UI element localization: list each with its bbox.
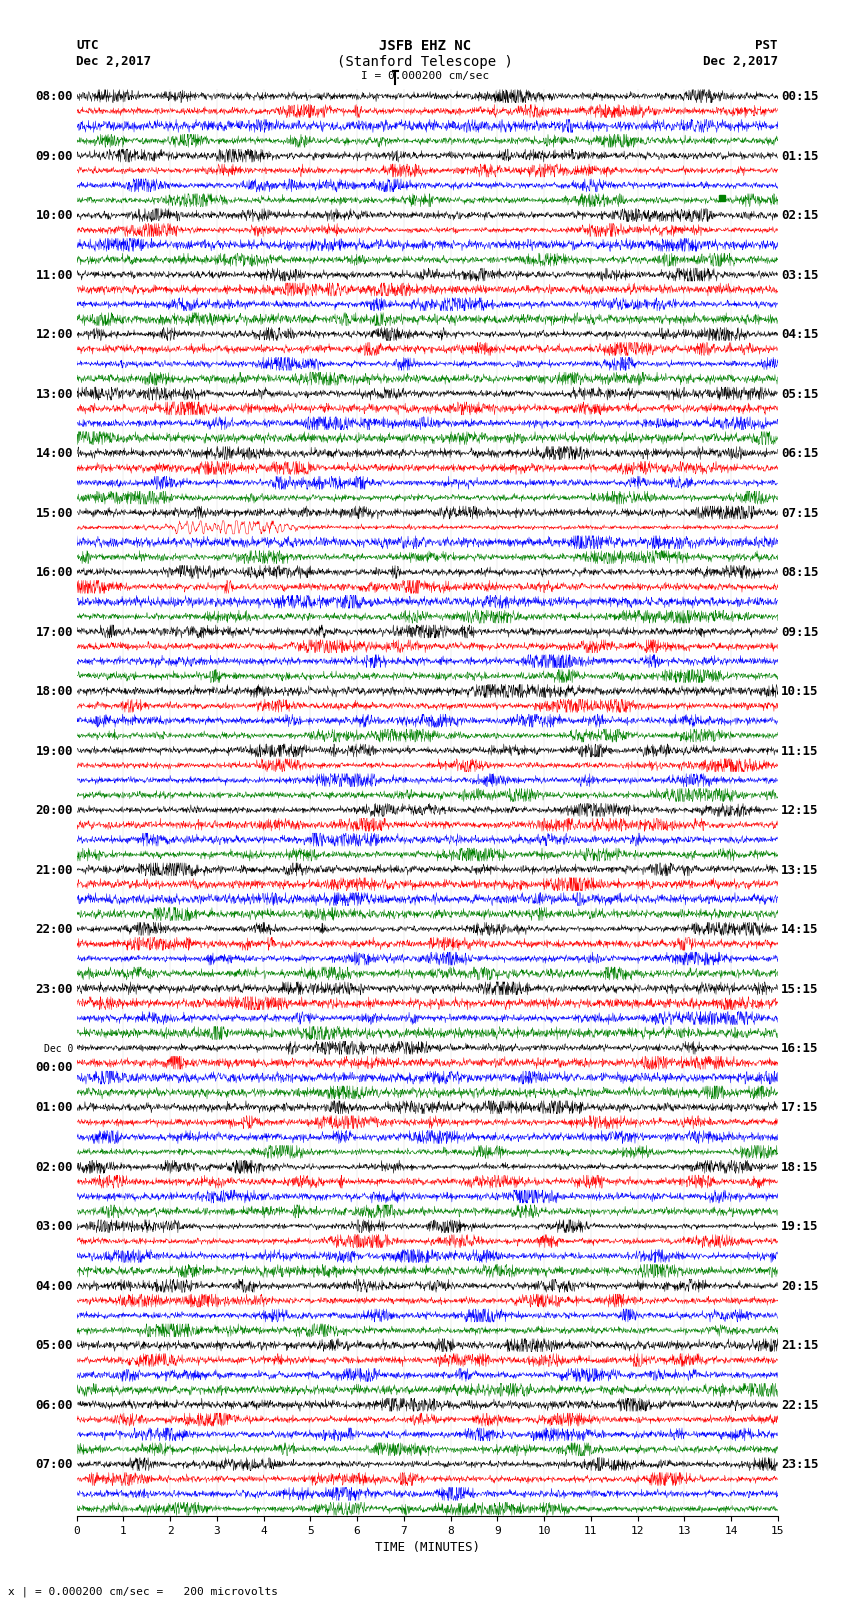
X-axis label: TIME (MINUTES): TIME (MINUTES) bbox=[375, 1542, 479, 1555]
Text: 23:00: 23:00 bbox=[36, 982, 73, 995]
Text: 11:00: 11:00 bbox=[36, 269, 73, 282]
Text: 01:15: 01:15 bbox=[781, 150, 819, 163]
Text: 15:15: 15:15 bbox=[781, 982, 819, 995]
Text: 10:00: 10:00 bbox=[36, 210, 73, 223]
Text: Dec 0: Dec 0 bbox=[43, 1044, 73, 1053]
Text: 22:15: 22:15 bbox=[781, 1398, 819, 1411]
Text: (Stanford Telescope ): (Stanford Telescope ) bbox=[337, 55, 513, 69]
Text: 06:15: 06:15 bbox=[781, 447, 819, 460]
Text: 05:15: 05:15 bbox=[781, 387, 819, 400]
Text: 09:00: 09:00 bbox=[36, 150, 73, 163]
Text: 21:15: 21:15 bbox=[781, 1339, 819, 1352]
Text: 00:15: 00:15 bbox=[781, 90, 819, 103]
Text: 10:15: 10:15 bbox=[781, 686, 819, 698]
Text: 07:00: 07:00 bbox=[36, 1458, 73, 1471]
Text: Dec 2,2017: Dec 2,2017 bbox=[703, 55, 778, 68]
Text: 09:15: 09:15 bbox=[781, 626, 819, 639]
Text: 02:00: 02:00 bbox=[36, 1161, 73, 1174]
Text: 03:00: 03:00 bbox=[36, 1221, 73, 1234]
Text: PST: PST bbox=[756, 39, 778, 52]
Text: 21:00: 21:00 bbox=[36, 863, 73, 876]
Text: 19:15: 19:15 bbox=[781, 1221, 819, 1234]
Text: 00:00: 00:00 bbox=[36, 1061, 73, 1074]
Text: 16:00: 16:00 bbox=[36, 566, 73, 579]
Text: 06:00: 06:00 bbox=[36, 1398, 73, 1411]
Text: 17:15: 17:15 bbox=[781, 1102, 819, 1115]
Text: 03:15: 03:15 bbox=[781, 269, 819, 282]
Text: 08:00: 08:00 bbox=[36, 90, 73, 103]
Text: 18:15: 18:15 bbox=[781, 1161, 819, 1174]
Text: 07:15: 07:15 bbox=[781, 506, 819, 519]
Text: 13:00: 13:00 bbox=[36, 387, 73, 400]
Text: 08:15: 08:15 bbox=[781, 566, 819, 579]
Text: 15:00: 15:00 bbox=[36, 506, 73, 519]
Text: Dec 2,2017: Dec 2,2017 bbox=[76, 55, 151, 68]
Text: 04:00: 04:00 bbox=[36, 1281, 73, 1294]
Text: 04:15: 04:15 bbox=[781, 327, 819, 342]
Text: 05:00: 05:00 bbox=[36, 1339, 73, 1352]
Text: 11:15: 11:15 bbox=[781, 745, 819, 758]
Text: JSFB EHZ NC: JSFB EHZ NC bbox=[379, 39, 471, 53]
Text: 18:00: 18:00 bbox=[36, 686, 73, 698]
Text: 14:00: 14:00 bbox=[36, 447, 73, 460]
Text: 13:15: 13:15 bbox=[781, 863, 819, 876]
Text: 12:00: 12:00 bbox=[36, 327, 73, 342]
Text: 19:00: 19:00 bbox=[36, 745, 73, 758]
Text: UTC: UTC bbox=[76, 39, 99, 52]
Text: 20:00: 20:00 bbox=[36, 805, 73, 818]
Text: 22:00: 22:00 bbox=[36, 923, 73, 936]
Text: x | = 0.000200 cm/sec =   200 microvolts: x | = 0.000200 cm/sec = 200 microvolts bbox=[8, 1586, 279, 1597]
Text: 20:15: 20:15 bbox=[781, 1281, 819, 1294]
Text: 17:00: 17:00 bbox=[36, 626, 73, 639]
Text: 23:15: 23:15 bbox=[781, 1458, 819, 1471]
Text: 16:15: 16:15 bbox=[781, 1042, 819, 1055]
Text: 02:15: 02:15 bbox=[781, 210, 819, 223]
Text: 01:00: 01:00 bbox=[36, 1102, 73, 1115]
Text: 12:15: 12:15 bbox=[781, 805, 819, 818]
Text: I = 0.000200 cm/sec: I = 0.000200 cm/sec bbox=[361, 71, 489, 81]
Text: 14:15: 14:15 bbox=[781, 923, 819, 936]
